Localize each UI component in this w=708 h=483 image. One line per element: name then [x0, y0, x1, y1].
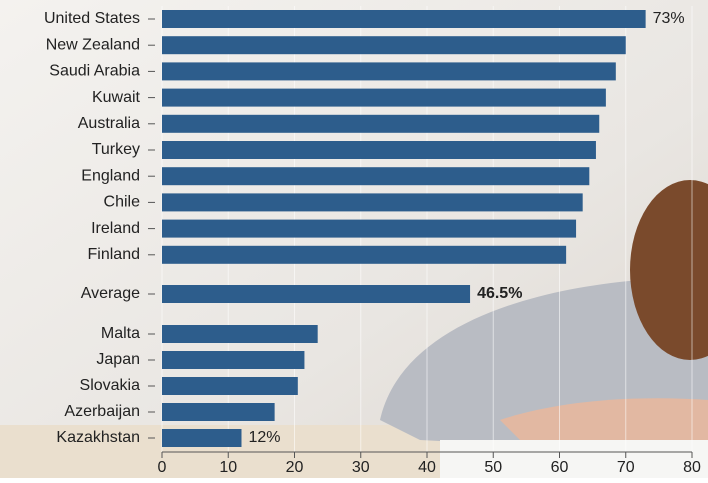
x-tick-label: 40 [418, 459, 436, 476]
bar [162, 245, 567, 264]
y-tick-label: United States [44, 10, 140, 27]
bar [162, 10, 646, 28]
bar [162, 62, 616, 81]
y-tick-label: Saudi Arabia [49, 63, 140, 80]
paper [440, 440, 708, 478]
bar [162, 193, 583, 212]
value-label: 73% [653, 10, 685, 27]
person-arm [500, 398, 708, 445]
y-tick-label: Average [81, 285, 140, 302]
bar [162, 351, 305, 369]
y-tick-label: Turkey [92, 141, 140, 158]
y-tick-label: Japan [96, 351, 140, 368]
bar [162, 325, 318, 343]
y-tick-label: Kuwait [92, 89, 141, 106]
y-tick-label: Australia [78, 115, 140, 132]
y-tick-label: New Zealand [46, 36, 140, 53]
x-tick-label: 60 [551, 459, 569, 476]
bar [162, 429, 242, 447]
y-tick-label: Chile [104, 194, 141, 211]
bar [162, 403, 275, 421]
y-tick-label: Slovakia [80, 377, 141, 394]
bar [162, 88, 606, 107]
x-tick-label: 10 [219, 459, 237, 476]
y-tick-label: Malta [101, 325, 140, 342]
value-label: 12% [249, 429, 281, 446]
person-hair [630, 180, 708, 360]
x-tick-label: 0 [158, 459, 167, 476]
bar [162, 141, 596, 159]
y-tick-label: England [81, 167, 140, 184]
x-tick-label: 70 [617, 459, 635, 476]
bar [162, 167, 590, 186]
x-tick-label: 20 [286, 459, 304, 476]
y-tick-label: Azerbaijan [64, 403, 140, 420]
value-label: 46.5% [477, 285, 522, 302]
x-tick-label: 80 [683, 459, 701, 476]
x-tick-label: 30 [352, 459, 370, 476]
bar [162, 114, 600, 133]
y-tick-label: Ireland [91, 220, 140, 237]
bar [162, 377, 298, 395]
y-tick-label: Kazakhstan [56, 429, 140, 446]
x-tick-label: 50 [484, 459, 502, 476]
bar [162, 285, 471, 303]
y-tick-label: Finland [88, 246, 140, 263]
bar [162, 219, 577, 238]
bar [162, 36, 626, 55]
